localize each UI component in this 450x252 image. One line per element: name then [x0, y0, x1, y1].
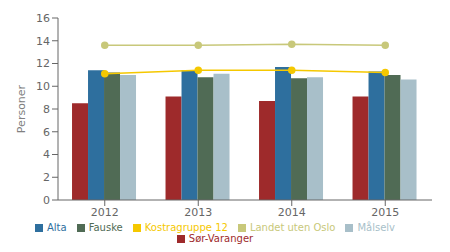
svg-text:4: 4	[43, 148, 50, 161]
svg-text:10: 10	[36, 80, 50, 93]
svg-text:2012: 2012	[91, 206, 119, 219]
svg-text:0: 0	[43, 194, 50, 207]
svg-text:16: 16	[36, 12, 50, 25]
svg-text:8: 8	[43, 103, 50, 116]
svg-text:Personer: Personer	[15, 84, 28, 133]
svg-text:14: 14	[36, 35, 50, 48]
svg-text:2013: 2013	[184, 206, 212, 219]
html-text:Kostragruppe 12: Kostragruppe 12	[144, 222, 228, 233]
svg-text:2014: 2014	[278, 206, 306, 219]
html-text:Alta: Alta	[47, 222, 67, 233]
html-text:Landet uten Oslo: Landet uten Oslo	[249, 222, 336, 233]
svg-text:2015: 2015	[371, 206, 399, 219]
html-text:Sør-Varanger: Sør-Varanger	[188, 233, 254, 244]
html-text:Fauske: Fauske	[88, 222, 123, 233]
svg-text:2: 2	[43, 171, 50, 184]
html-text:Målselv: Målselv	[357, 222, 395, 233]
svg-text:6: 6	[43, 126, 50, 139]
svg-text:12: 12	[36, 57, 50, 70]
